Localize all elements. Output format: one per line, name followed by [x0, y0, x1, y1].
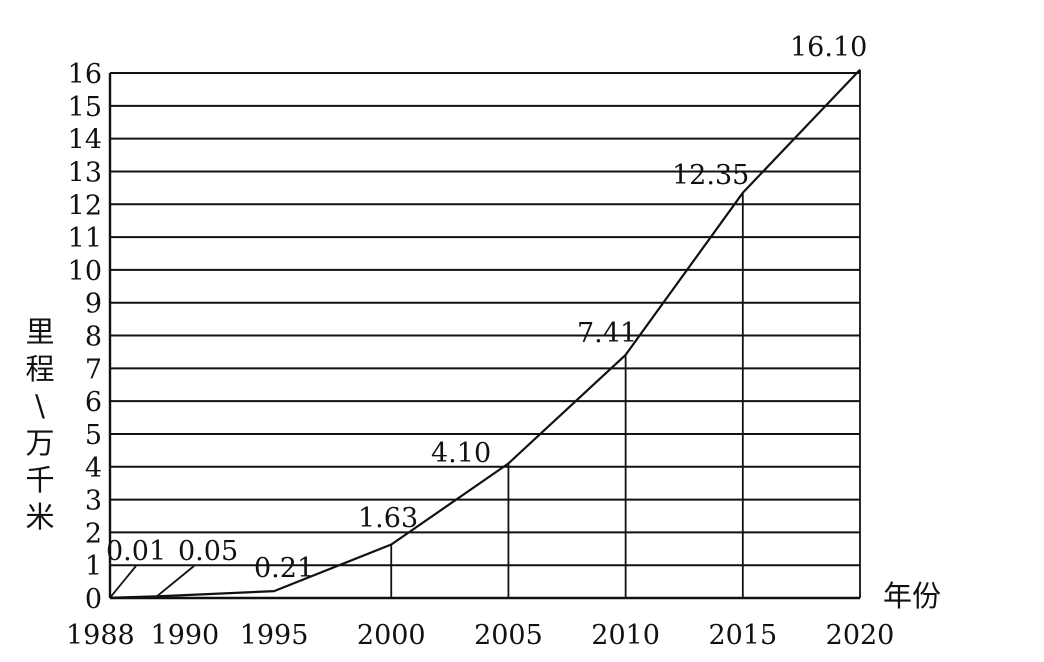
y-tick-label: 5: [85, 420, 102, 451]
x-tick-label: 2015: [708, 620, 777, 651]
y-tick-label: 12: [68, 190, 102, 221]
y-tick-label: 11: [68, 223, 102, 254]
data-label: 16.10: [790, 32, 867, 63]
x-tick-label: 2000: [357, 620, 426, 651]
y-tick-label: 9: [85, 289, 102, 320]
x-tick-label: 2020: [826, 620, 895, 651]
y-axis-label: 里程\万千米: [25, 315, 54, 534]
y-tick-label: 8: [85, 322, 102, 353]
y-tick-label: 15: [68, 92, 102, 123]
x-tick-labels: 1988 1990 1995 2000 2005 2010 2015 2020: [66, 620, 894, 651]
x-tick-label: 1995: [240, 620, 309, 651]
data-label: 4.10: [431, 438, 491, 469]
y-tick-label: 3: [85, 486, 102, 517]
data-label: 0.01: [106, 536, 166, 567]
y-tick-label: 10: [68, 256, 102, 287]
y-axis-label-char: \: [35, 389, 45, 423]
y-axis-label-char: 万: [25, 426, 54, 460]
data-label: 7.41: [577, 318, 637, 349]
y-axis-label-char: 千: [25, 463, 54, 497]
data-labels: 0.01 0.05 0.21 1.63 4.10 7.41 12.35 16.10: [106, 32, 867, 584]
x-axis-label: 年份: [883, 579, 941, 613]
y-tick-label: 1: [85, 551, 102, 582]
x-tick-label: 2005: [474, 620, 543, 651]
data-label: 0.21: [254, 553, 314, 584]
series-line: [109, 68, 861, 599]
y-tick-label: 6: [85, 387, 102, 418]
leader-line: [109, 565, 137, 599]
x-tick-label: 1988: [66, 620, 135, 651]
leader-line: [156, 565, 195, 598]
data-label: 12.35: [672, 160, 749, 191]
label-leader-lines: [109, 565, 195, 599]
y-tick-label: 14: [68, 125, 102, 156]
y-tick-label: 2: [85, 518, 102, 549]
axes: [108, 73, 860, 600]
y-axis-label-char: 里: [25, 315, 54, 349]
y-axis-label-char: 米: [25, 500, 54, 534]
y-tick-label: 0: [85, 584, 102, 615]
x-tick-label: 1990: [151, 620, 220, 651]
y-tick-label: 13: [68, 157, 102, 188]
y-tick-label: 7: [85, 354, 102, 385]
x-tick-label: 2010: [591, 620, 660, 651]
y-tick-label: 16: [68, 59, 102, 90]
y-axis-label-char: 程: [25, 352, 54, 386]
gridlines: [110, 72, 860, 567]
data-label: 1.63: [358, 503, 418, 534]
y-tick-label: 4: [85, 453, 102, 484]
drop-lines: [390, 69, 861, 598]
data-label: 0.05: [178, 536, 238, 567]
